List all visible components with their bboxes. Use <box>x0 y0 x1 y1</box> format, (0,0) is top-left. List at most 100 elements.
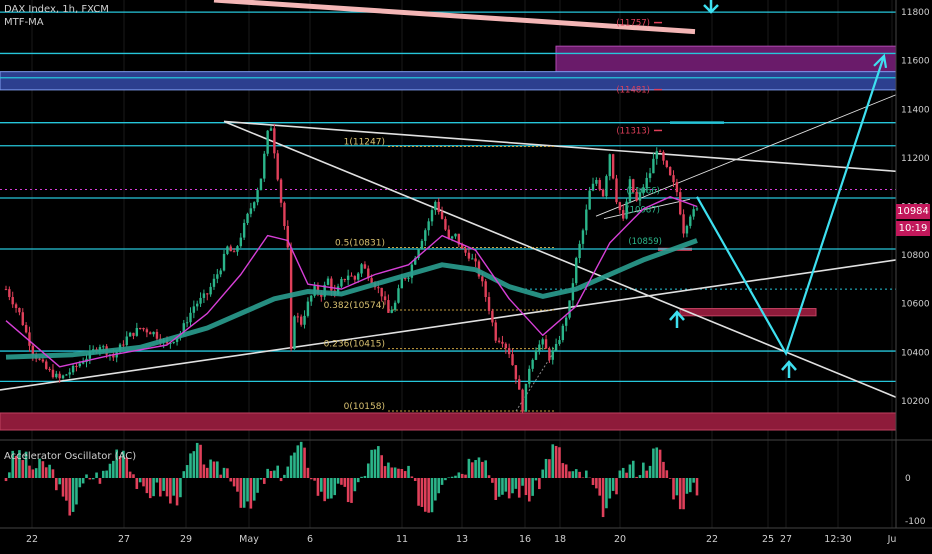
x-tick-label: 20 <box>614 534 626 545</box>
candle-body <box>495 322 497 340</box>
oscillator-bar <box>555 446 558 478</box>
candle-body <box>474 258 476 261</box>
oscillator-bar <box>689 478 692 492</box>
oscillator-bar <box>162 478 165 491</box>
candle-body <box>528 369 530 384</box>
oscillator-bar <box>270 471 273 478</box>
oscillator-bar <box>58 478 61 484</box>
candle-body <box>562 326 564 340</box>
candle-body <box>327 279 329 285</box>
oscillator-bar <box>605 478 608 508</box>
candle-body <box>196 304 198 307</box>
oscillator-bar <box>78 478 81 487</box>
oscillator-bar <box>401 469 404 478</box>
candle-body <box>588 191 590 210</box>
oscillator-bar <box>669 478 672 479</box>
candle-body <box>377 287 379 288</box>
candle-body <box>666 161 668 167</box>
chart-title: DAX Index, 1h, FXCM MTF-MA <box>4 3 109 29</box>
candle-body <box>216 274 218 278</box>
oscillator-bar <box>531 478 534 496</box>
oscillator-bar <box>219 475 222 478</box>
oscillator-bar <box>172 478 175 496</box>
support-zone-red <box>0 413 896 430</box>
oscillator-bar <box>327 478 330 499</box>
oscillator-bar <box>112 461 115 478</box>
level-label: (10859) <box>628 237 662 247</box>
oscillator-bar <box>598 478 601 496</box>
candle-body <box>384 296 386 300</box>
x-tick-label: 18 <box>554 534 566 545</box>
candle-body <box>645 178 647 188</box>
candle-body <box>102 346 104 347</box>
oscillator-bar <box>427 478 430 513</box>
oscillator-bar <box>612 478 615 491</box>
candle-body <box>173 342 175 343</box>
candle-body <box>555 344 557 350</box>
candle-body <box>223 254 225 271</box>
candle-body <box>468 253 470 259</box>
x-tick-label: 27 <box>118 534 130 545</box>
oscillator-bar <box>307 468 310 478</box>
y-tick-label: 10400 <box>901 348 930 358</box>
oscillator-bar <box>273 471 276 478</box>
fib-level-label: 1(11247) <box>344 137 385 147</box>
oscillator-bar <box>632 461 635 478</box>
oscillator-bar <box>246 478 249 501</box>
oscillator-bar <box>615 478 618 494</box>
candle-body <box>209 287 211 295</box>
oscillator-bar <box>444 478 447 480</box>
oscillator-bar <box>635 477 638 478</box>
candle-body <box>538 345 540 351</box>
oscillator-bar <box>676 478 679 495</box>
candle-body <box>612 154 614 178</box>
candle-body <box>679 192 681 214</box>
candle-body <box>672 175 674 182</box>
oscillator-bar <box>434 478 437 501</box>
oscillator-bar <box>619 471 622 478</box>
candle-body <box>283 203 285 226</box>
oscillator-bar <box>253 478 256 501</box>
oscillator-bar <box>310 478 313 479</box>
oscillator-bar <box>622 468 625 478</box>
candle-body <box>139 328 141 329</box>
oscillator-bar <box>68 478 71 516</box>
x-tick-label: 13 <box>456 534 468 545</box>
oscillator-bar <box>179 478 182 497</box>
candle-body <box>441 212 443 219</box>
candle-body <box>659 151 661 152</box>
candle-body <box>287 226 289 247</box>
oscillator-bar <box>42 461 45 478</box>
candle-body <box>347 276 349 280</box>
oscillator-bar <box>659 450 662 478</box>
candle-body <box>692 209 694 216</box>
candle-body <box>307 302 309 316</box>
oscillator-bar <box>213 462 216 478</box>
candle-body <box>471 258 473 259</box>
candle-body <box>28 332 30 345</box>
oscillator-bar <box>441 478 444 485</box>
candle-body <box>149 332 151 334</box>
oscillator-bar <box>655 447 658 478</box>
oscillator-bar <box>32 469 35 478</box>
candle-body <box>250 208 252 213</box>
candle-body <box>270 128 272 130</box>
candle-body <box>226 247 228 254</box>
candle-body <box>273 128 275 153</box>
oscillator-bar <box>535 478 538 480</box>
oscillator-bar <box>343 478 346 487</box>
candle-body <box>233 251 235 252</box>
x-tick-label: 11 <box>396 534 408 545</box>
level-label: (11757) <box>616 19 650 29</box>
oscillator-bar <box>592 478 595 485</box>
candle-body <box>65 374 67 375</box>
oscillator-bar <box>521 478 524 486</box>
candle-body <box>431 210 433 221</box>
fib-level-label: 0(10158) <box>344 402 385 412</box>
oscillator-bar <box>193 451 196 478</box>
oscillator-bar <box>142 478 145 486</box>
oscillator-bar <box>686 478 689 494</box>
oscillator-bar <box>189 453 192 478</box>
candle-body <box>639 192 641 200</box>
